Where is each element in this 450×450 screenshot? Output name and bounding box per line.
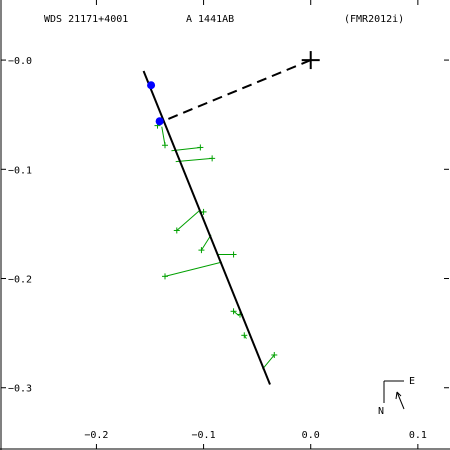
observation-series (154, 121, 278, 370)
observation-marker (162, 273, 168, 280)
residual-line (176, 210, 200, 231)
residual-line (262, 354, 275, 370)
x-tick-label: −0.2 (84, 430, 108, 441)
observation-marker (173, 227, 180, 234)
y-tick-label: −0.2 (8, 275, 32, 286)
observation-marker (271, 351, 278, 358)
observation-marker (230, 251, 237, 258)
x-tick-label: 0.1 (409, 430, 427, 441)
observation-marker (197, 144, 204, 151)
dashed-link-line (157, 59, 312, 125)
orbit-line (142, 70, 271, 385)
reference-label: (FMR2012i) (344, 14, 404, 25)
y-tick-labels: −0.0 −0.1 −0.2 −0.3 (8, 56, 32, 395)
wds-id-label: WDS 21171+4001 (44, 14, 128, 25)
compass-direction-icon (395, 391, 405, 410)
observation-marker (241, 332, 248, 339)
observation-marker (209, 155, 216, 162)
compass-north-label: N (378, 406, 384, 417)
residual-line (161, 126, 166, 146)
compass: E N (378, 376, 415, 417)
highlight-series (147, 81, 164, 126)
highlight-point (147, 81, 156, 90)
orbit-fit (142, 59, 312, 385)
y-tick-label: −0.3 (8, 384, 32, 395)
residual-line (175, 157, 213, 163)
compass-east-label: E (409, 376, 415, 387)
y-tick-label: −0.1 (8, 165, 32, 176)
residual-line (201, 234, 212, 251)
observation-marker (162, 142, 168, 149)
highlight-point (155, 117, 164, 126)
observation-marker (198, 247, 205, 254)
x-tick-label: −0.1 (192, 430, 216, 441)
x-tick-label: 0.0 (302, 430, 320, 441)
x-tick-labels: −0.2 −0.1 0.0 0.1 (84, 430, 427, 441)
observation-marker (200, 208, 207, 215)
discoverer-label: A 1441AB (186, 14, 234, 25)
residual-line (164, 261, 222, 277)
observation-marker (230, 308, 237, 315)
y-tick-label: −0.0 (8, 56, 32, 67)
primary-star-marker (301, 51, 320, 70)
